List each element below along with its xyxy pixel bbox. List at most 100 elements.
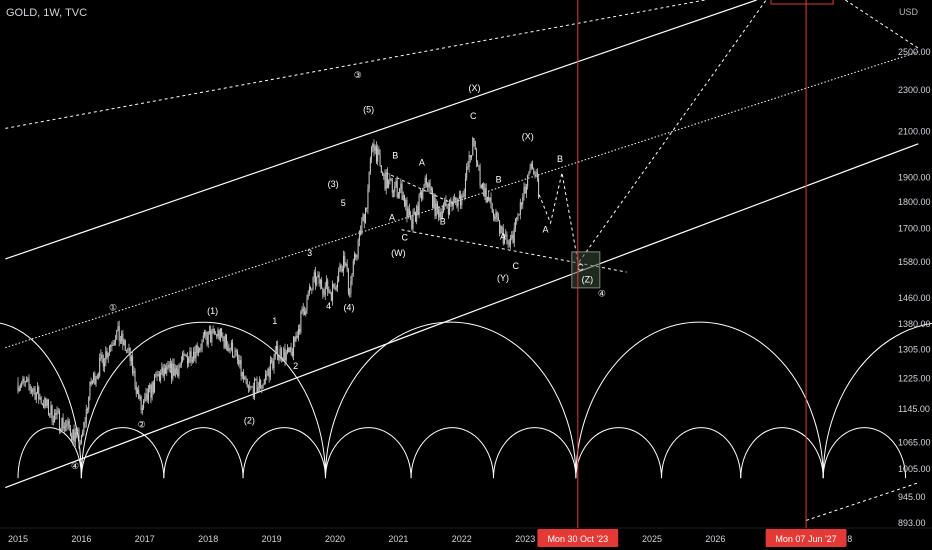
candle-body (212, 328, 214, 331)
candle-body (268, 368, 270, 378)
candle-body (24, 381, 26, 383)
candle-body (171, 363, 173, 379)
candle-body (269, 360, 271, 378)
candle-body (351, 274, 353, 282)
candle-body (296, 335, 298, 338)
candle-body (396, 180, 398, 198)
time-tick-label: 2023 (515, 534, 535, 544)
candle-body (271, 360, 273, 362)
candle-body (355, 253, 357, 258)
candle-body (106, 351, 108, 358)
candle-body (190, 351, 192, 362)
candle-body (186, 357, 188, 364)
candle-body (218, 330, 220, 340)
candle-body (291, 351, 293, 356)
candle-body (521, 202, 523, 205)
candle-body (19, 386, 21, 388)
candle-body (451, 203, 453, 207)
candle-body (56, 410, 58, 415)
wave-label: (2) (244, 415, 255, 425)
candle-body (111, 345, 113, 346)
wave-label: 5 (341, 198, 346, 208)
candle-body (41, 403, 43, 405)
candle-body (329, 291, 331, 293)
candle-body (202, 335, 204, 340)
price-axis[interactable]: 893.00 945.00 1005.00 1065.00 1145.00 1225.00… (898, 47, 931, 528)
candle-body (217, 330, 219, 337)
candle-body (336, 281, 338, 288)
candle-body (400, 183, 402, 189)
candle-body (49, 414, 51, 415)
candle-body (371, 147, 373, 159)
candle-body (261, 387, 263, 389)
candle-body (140, 396, 142, 411)
candle-body (306, 297, 308, 311)
candle-body (191, 359, 193, 362)
wave-label: (3) (328, 179, 339, 189)
candle-body (334, 287, 336, 290)
candle-body (323, 293, 325, 296)
candle-body (384, 174, 386, 189)
candle-body (199, 348, 201, 351)
candle-body (188, 357, 190, 364)
candle-body (97, 375, 99, 377)
candle-body (135, 386, 137, 394)
candle-body (357, 240, 359, 256)
price-tick-label: 1900.00 (898, 172, 931, 182)
candle-body (321, 280, 323, 289)
candle-body (172, 363, 174, 379)
wave-label: A (389, 212, 395, 222)
time-marker-badge[interactable] (765, 529, 847, 547)
candle-body (488, 197, 490, 201)
candle-body (372, 143, 374, 148)
candle-body (358, 230, 360, 241)
candle-body (479, 166, 481, 186)
candle-body (322, 288, 324, 294)
price-tick-label: 1700.00 (898, 223, 931, 233)
candle-body (246, 378, 248, 387)
candle-body (44, 397, 46, 408)
candle-body (35, 392, 37, 400)
candle-body (397, 193, 399, 198)
candle-body (408, 208, 410, 216)
wave-label: A (542, 224, 548, 234)
candle-body (305, 310, 307, 315)
candle-body (427, 183, 429, 188)
candle-body (378, 149, 380, 155)
candle-body (341, 268, 343, 272)
candle-body (179, 364, 181, 367)
candle-body (436, 203, 438, 210)
candle-body (449, 199, 451, 215)
candle-body (29, 385, 31, 391)
candle-body (129, 347, 131, 361)
candle-body (286, 348, 288, 353)
candle-body (60, 429, 62, 431)
candle-body (79, 442, 81, 445)
candle-body (158, 374, 160, 381)
candle-body (130, 356, 132, 361)
candle-body (232, 342, 234, 358)
wave-label: B (557, 154, 563, 164)
candle-body (324, 286, 326, 296)
time-axis[interactable]: 2015 2016 2017 2018 2019 2020 2021 2022 2023 2025… (0, 527, 932, 544)
candle-body (80, 435, 82, 443)
candle-body (364, 207, 366, 223)
candle-body (169, 363, 171, 368)
candle-body (107, 352, 109, 358)
candle-body (393, 191, 395, 193)
candle-body (279, 348, 281, 356)
wave-label: 3 (307, 248, 312, 258)
wave-label: ② (138, 420, 146, 430)
candle-body (480, 185, 482, 188)
candle-body (399, 188, 401, 194)
wave-label: (W) (391, 248, 406, 258)
candle-body (524, 186, 526, 194)
candle-body (379, 154, 381, 166)
candle-body (472, 138, 474, 156)
candle-body (367, 188, 369, 209)
candle-body (389, 178, 391, 181)
time-marker-badge[interactable] (537, 529, 619, 547)
candle-body (154, 374, 156, 393)
candle-body (523, 186, 525, 198)
